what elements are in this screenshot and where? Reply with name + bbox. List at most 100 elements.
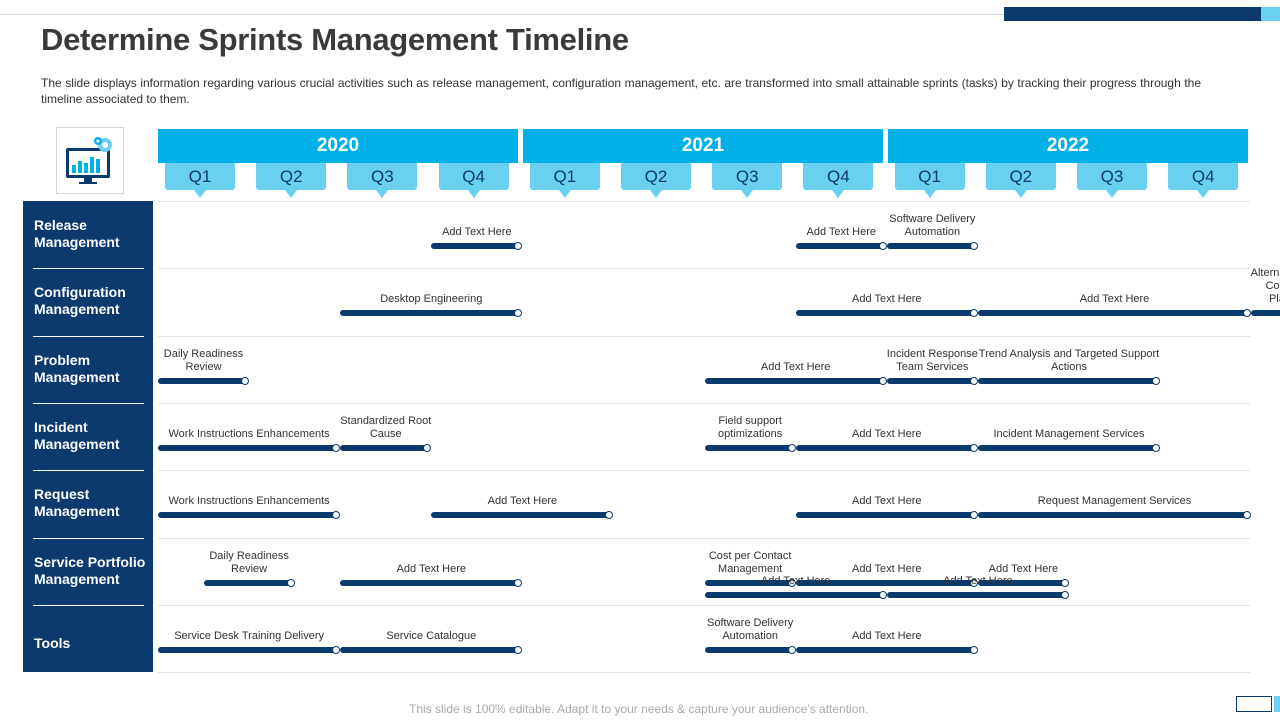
- task-label: Software Delivery Automation: [707, 616, 794, 642]
- task-bar-endpoint: [787, 443, 796, 452]
- task-bar-endpoint: [1060, 578, 1069, 587]
- task-label: Add Text Here: [487, 495, 558, 508]
- task-bar-endpoint: [332, 443, 341, 452]
- task-bar-endpoint: [878, 376, 887, 385]
- task-bar-endpoint: [969, 242, 978, 250]
- task-bar: [431, 511, 614, 520]
- task-bar: [340, 443, 432, 452]
- task-bar: [886, 376, 978, 385]
- task-bar: [795, 309, 978, 318]
- task-bar: [158, 511, 341, 520]
- task-label: Service Desk Training Delivery: [174, 629, 324, 642]
- task-label: Add Text Here: [852, 427, 922, 440]
- corner-accent-box: [1236, 696, 1272, 712]
- row-gridline: [158, 268, 1250, 270]
- task-label: Daily Readiness Review: [163, 347, 244, 373]
- task-bar-endpoint: [878, 242, 887, 250]
- task-label: Desktop Engineering: [380, 293, 483, 306]
- task-label: Cost per Contact Management: [708, 549, 792, 575]
- category-separator: [33, 537, 144, 539]
- category-label-configuration-management: Configuration Management: [34, 284, 126, 318]
- task-label: Add Text Here: [1079, 293, 1150, 306]
- task-bar: [158, 376, 250, 385]
- row-gridline: [158, 470, 1250, 472]
- quarter-q1-2021: Q1: [529, 163, 600, 198]
- task-bar: [795, 645, 978, 654]
- category-label-incident-management: Incident Management: [34, 418, 120, 452]
- year-header-2020: 2020: [158, 129, 518, 163]
- task-bar: [886, 242, 978, 250]
- row-gridline: [158, 672, 1250, 674]
- task-label: Trend Analysis and Targeted Support Acti…: [978, 347, 1160, 373]
- task-bar: [977, 376, 1161, 385]
- task-label: Add Text Here: [760, 360, 831, 373]
- quarter-q3-2021: Q3: [712, 163, 783, 198]
- category-label-service-portfolio-management: Service Portfolio Management: [34, 553, 146, 587]
- task-label: Add Text Here: [988, 562, 1059, 575]
- task-bar: [886, 590, 1069, 599]
- task-bar: [977, 511, 1252, 520]
- row-gridline: [158, 402, 1250, 404]
- task-bar-endpoint: [514, 309, 523, 318]
- task-label: Standardized Root Cause: [340, 414, 432, 440]
- logo-tile: [56, 127, 124, 194]
- task-label: Add Text Here: [852, 562, 922, 575]
- quarter-q2-2021: Q2: [621, 163, 691, 198]
- slide-title: Determine Sprints Management Timeline: [41, 22, 629, 57]
- task-label: Incident Management Services: [993, 427, 1145, 440]
- task-bar-endpoint: [787, 578, 796, 587]
- quarter-q4-2022: Q4: [1168, 163, 1239, 198]
- task-bar: [704, 376, 887, 385]
- category-separator: [33, 604, 144, 606]
- corner-accent-fill: [1274, 696, 1280, 712]
- task-bar: [795, 242, 887, 250]
- task-label: Daily Readiness Review: [209, 549, 289, 575]
- task-label: Incident Response Team Services: [886, 347, 978, 373]
- category-label-tools: Tools: [34, 634, 71, 651]
- category-label-problem-management: Problem Management: [34, 351, 120, 385]
- quarter-q2-2022: Q2: [985, 163, 1056, 198]
- monitor-chart-gear-icon: [66, 137, 112, 184]
- category-separator: [33, 335, 144, 337]
- task-bar-endpoint: [969, 309, 978, 318]
- task-bar-endpoint: [787, 645, 796, 654]
- top-accent-bar-light: [1261, 7, 1280, 21]
- quarter-q1-2022: Q1: [894, 163, 965, 198]
- task-bar: [977, 578, 1069, 587]
- task-bar: [1251, 310, 1280, 317]
- task-label: Software Delivery Automation: [889, 213, 976, 238]
- footer-note: This slide is 100% editable. Adapt it to…: [409, 702, 869, 716]
- category-separator: [33, 470, 144, 472]
- top-divider: [0, 14, 1004, 15]
- task-label: Add Text Here: [852, 495, 922, 508]
- year-header-2022: 2022: [888, 129, 1248, 163]
- task-bar: [340, 578, 523, 587]
- task-label: Add Text Here: [396, 562, 467, 575]
- task-label: Alternative Client Computing Platforms: [1250, 267, 1280, 306]
- task-label: Add Text Here: [760, 574, 831, 587]
- task-label: Add Text Here: [806, 226, 876, 238]
- task-label: Work Instructions Enhancements: [168, 495, 330, 508]
- task-bar-endpoint: [1152, 376, 1161, 385]
- task-bar-endpoint: [969, 443, 978, 452]
- task-bar: [795, 578, 978, 587]
- task-bar: [795, 511, 978, 520]
- row-gridline: [158, 201, 1250, 202]
- task-bar: [704, 578, 796, 587]
- task-label: Add Text Here: [442, 226, 512, 238]
- task-label: Request Management Services: [1037, 495, 1192, 508]
- task-label: Field support optimizations: [718, 414, 783, 440]
- task-bar-endpoint: [514, 578, 523, 587]
- task-bar: [203, 578, 295, 587]
- category-label-request-management: Request Management: [34, 486, 120, 520]
- task-bar-endpoint: [514, 242, 523, 250]
- task-bar: [704, 443, 796, 452]
- task-bar: [704, 645, 796, 654]
- quarter-q3-2020: Q3: [347, 163, 418, 198]
- task-label: Service Catalogue: [386, 629, 477, 642]
- task-label: Add Text Here: [943, 574, 1013, 587]
- category-sidebar: [23, 201, 153, 672]
- task-bar: [977, 309, 1252, 318]
- task-bar: [340, 309, 523, 318]
- task-bar: [158, 645, 341, 654]
